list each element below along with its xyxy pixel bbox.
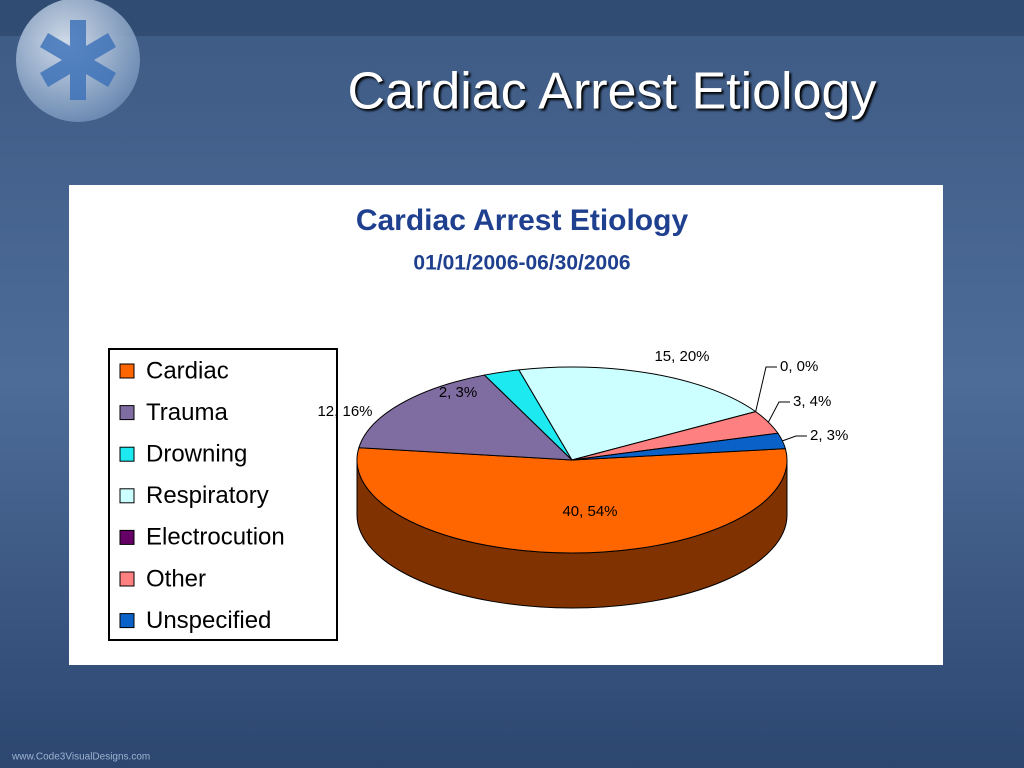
data-label: 3, 4% (793, 393, 831, 410)
pie-slice (356, 447, 788, 554)
legend-label: Other (146, 565, 206, 592)
legend-swatch (119, 613, 135, 629)
legend-box (108, 348, 338, 641)
legend-label: Trauma (146, 399, 228, 426)
legend-swatch (119, 405, 135, 421)
data-label: 2, 3% (439, 384, 477, 401)
legend-swatch (119, 571, 135, 587)
data-label: 12, 16% (317, 403, 372, 420)
legend-label: Cardiac (146, 357, 229, 384)
legend-swatch (119, 529, 135, 545)
leader-line (755, 366, 777, 412)
chart-subtitle: 01/01/2006-06/30/2006 (413, 252, 630, 275)
pie-slice (358, 374, 574, 461)
legend-label: Respiratory (146, 482, 269, 509)
data-label: 15, 20% (654, 348, 709, 365)
footer: www.Code3VisualDesigns.com (11, 752, 150, 763)
data-label: 2, 3% (810, 427, 848, 444)
legend-swatch (119, 488, 135, 504)
top-band (0, 0, 1024, 36)
data-label: 40, 54% (562, 503, 617, 520)
slide-title: Cardiac Arrest Etiology (348, 63, 877, 121)
leader-line (767, 401, 790, 423)
logo-star (40, 20, 116, 100)
legend-swatch (119, 363, 135, 379)
leader-line (782, 435, 807, 442)
pie-slice (518, 366, 757, 461)
legend-label: Drowning (146, 441, 247, 468)
legend-swatch (119, 446, 135, 462)
legend-label: Electrocution (146, 524, 285, 551)
data-label: 0, 0% (780, 358, 818, 375)
chart-title: Cardiac Arrest Etiology (356, 204, 689, 237)
legend-label: Unspecified (146, 607, 271, 634)
